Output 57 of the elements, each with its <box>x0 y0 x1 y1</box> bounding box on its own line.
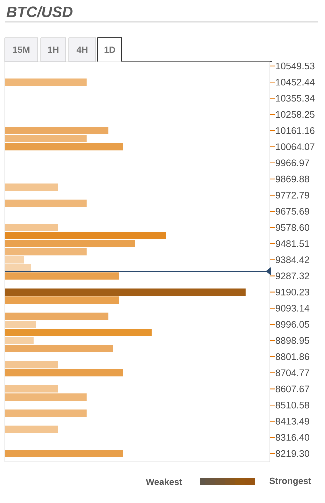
bar <box>5 337 34 344</box>
bar <box>5 200 87 208</box>
bar <box>5 78 87 86</box>
y-tick-label: 9287.32 <box>276 272 310 280</box>
bar <box>5 345 114 353</box>
y-tick-label: 9481.51 <box>276 240 310 248</box>
chart-title: BTC/USD <box>6 6 73 18</box>
y-tick-label: 9869.88 <box>276 176 310 183</box>
y-tick-label: 8898.95 <box>276 337 310 344</box>
y-tick-label: 8219.30 <box>276 450 310 458</box>
text: Strongest <box>270 478 312 486</box>
y-tick-label: 9384.42 <box>276 256 310 264</box>
y-tick-label: 9966.97 <box>276 160 310 166</box>
text: 15M <box>13 46 30 54</box>
text: Weakest <box>146 478 182 486</box>
y-tick-label: 10452.44 <box>276 79 315 86</box>
bar <box>5 288 246 296</box>
bar <box>5 312 109 320</box>
bar <box>5 320 36 328</box>
y-tick-label: 10258.25 <box>276 111 315 118</box>
bar <box>5 232 166 240</box>
bar <box>5 135 87 142</box>
y-tick-label: 9578.60 <box>276 224 310 232</box>
bar <box>5 394 87 401</box>
y-tick-label: 8316.40 <box>276 434 310 442</box>
y-tick-label: 9093.14 <box>276 305 310 312</box>
bar <box>5 450 124 458</box>
y-tick-label: 8801.86 <box>276 354 310 360</box>
y-tick-label: 8607.67 <box>276 386 310 393</box>
y-tick-label: 10549.53 <box>276 62 315 70</box>
y-tick-label: 8413.49 <box>276 418 310 425</box>
y-tick-label: 8704.77 <box>276 370 310 376</box>
y-tick-label: 9675.69 <box>276 208 310 215</box>
y-tick-label: 8996.05 <box>276 321 310 328</box>
bar <box>5 224 58 232</box>
bar <box>5 240 136 248</box>
bar <box>5 296 120 304</box>
y-tick-label: 10161.16 <box>276 127 315 134</box>
bar <box>5 248 87 256</box>
bar <box>5 410 87 418</box>
y-tick-label: 10355.34 <box>276 95 315 102</box>
y-tick-label: 8510.58 <box>276 402 310 409</box>
bar <box>5 272 120 280</box>
bar <box>5 328 152 336</box>
y-tick-label: 9772.79 <box>276 192 310 199</box>
y-tick-label: 9190.23 <box>276 288 310 296</box>
text: 1D <box>104 46 116 54</box>
bar <box>5 385 58 393</box>
text: 4H <box>76 46 88 54</box>
bar <box>5 127 109 134</box>
bar <box>5 426 58 434</box>
bar <box>5 184 58 192</box>
bar <box>5 369 124 377</box>
y-tick-label: 10064.07 <box>276 144 315 150</box>
text: 1H <box>48 46 59 54</box>
bar <box>5 143 124 151</box>
bar <box>5 361 58 369</box>
